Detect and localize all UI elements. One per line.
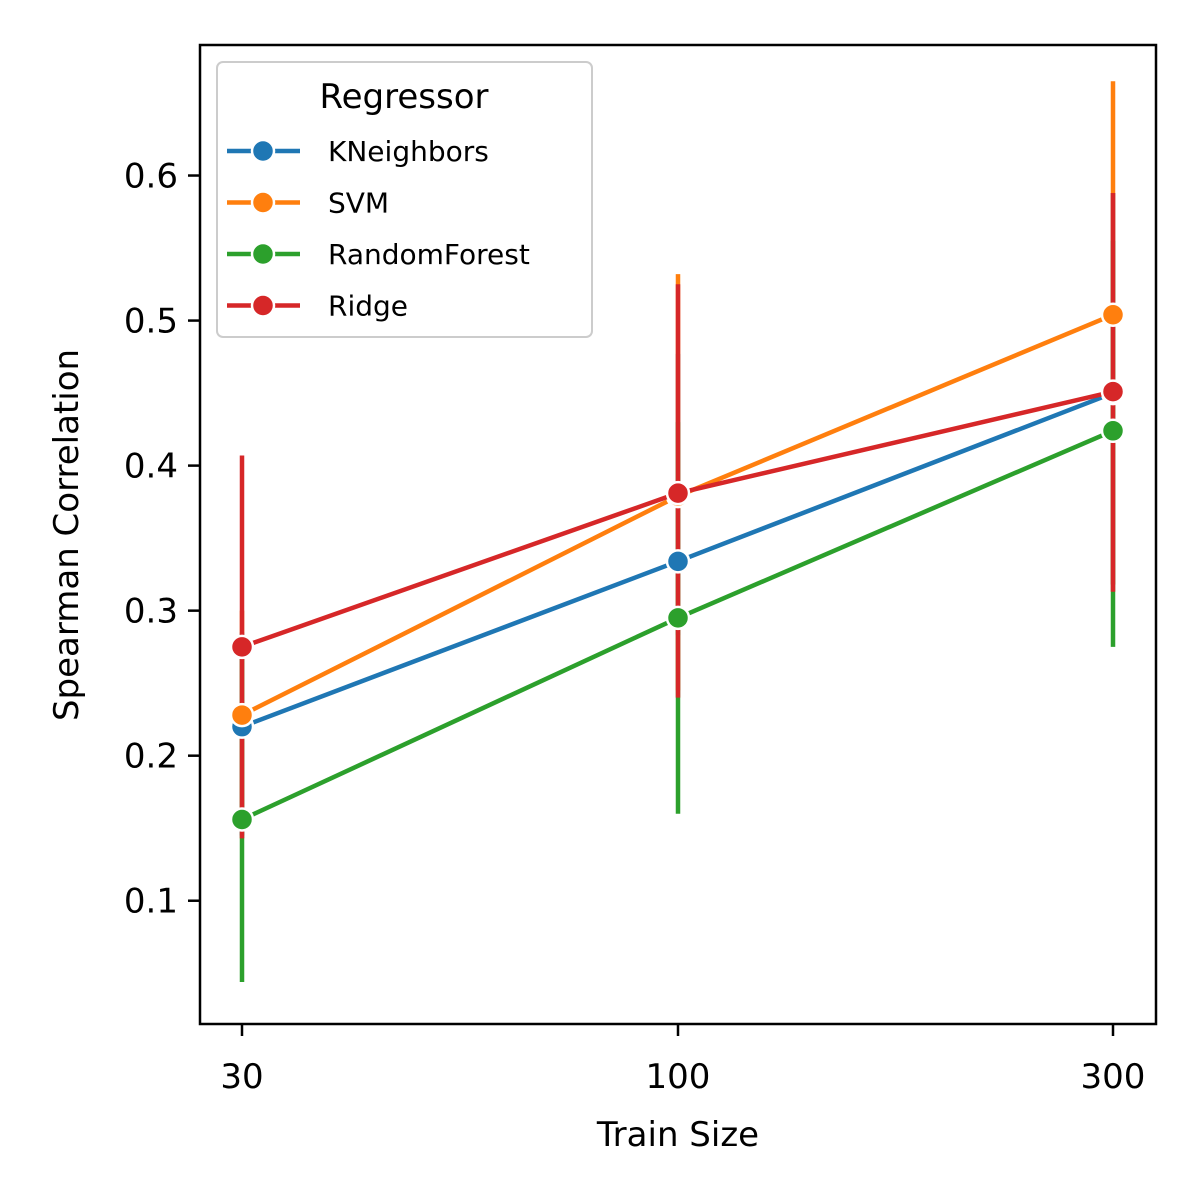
data-point <box>1100 379 1126 404</box>
y-tick-label: 0.2 <box>124 737 178 777</box>
data-point <box>229 634 255 660</box>
legend-label: Ridge <box>328 290 408 323</box>
legend-item-kneighbors: KNeighbors <box>227 135 489 168</box>
series-randomforest <box>229 418 1126 832</box>
data-point <box>1100 302 1126 328</box>
legend-item-randomforest: RandomForest <box>227 238 530 271</box>
legend-title: Regressor <box>320 77 489 117</box>
legend-box <box>216 61 593 338</box>
x-axis: 30 100 300 <box>220 1024 1145 1097</box>
legend-items: KNeighbors SVM RandomForest Ridge <box>227 135 530 323</box>
data-point <box>229 807 255 832</box>
legend: Regressor KNeighbors SVM RandomForest Ridge <box>216 61 593 338</box>
legend-label: SVM <box>328 187 389 220</box>
y-tick-label: 0.6 <box>124 157 178 197</box>
legend-marker <box>250 241 276 267</box>
legend-label: RandomForest <box>328 238 530 271</box>
legend-label: KNeighbors <box>328 135 489 168</box>
legend-marker <box>250 293 276 318</box>
x-tick-label: 100 <box>646 1057 711 1097</box>
legend-marker <box>250 138 276 164</box>
y-tick-label: 0.3 <box>124 592 178 632</box>
data-point <box>665 605 691 631</box>
y-axis: 0.1 0.2 0.3 0.4 0.5 0.6 <box>124 157 200 922</box>
legend-item-ridge: Ridge <box>227 290 408 323</box>
x-tick-label: 300 <box>1081 1057 1146 1097</box>
y-tick-label: 0.1 <box>124 882 178 922</box>
y-tick-label: 0.4 <box>124 447 178 487</box>
legend-item-svm: SVM <box>227 187 389 220</box>
y-axis-title: Spearman Correlation <box>47 349 87 721</box>
x-axis-title: Train Size <box>596 1115 759 1155</box>
data-point <box>1100 418 1126 444</box>
series-ridge <box>229 379 1126 660</box>
x-tick-label: 30 <box>220 1057 263 1097</box>
data-point <box>665 480 691 506</box>
legend-marker <box>250 190 276 215</box>
series-layer <box>229 81 1126 982</box>
y-tick-label: 0.5 <box>124 302 178 342</box>
data-point <box>229 702 255 728</box>
data-point <box>665 549 691 574</box>
